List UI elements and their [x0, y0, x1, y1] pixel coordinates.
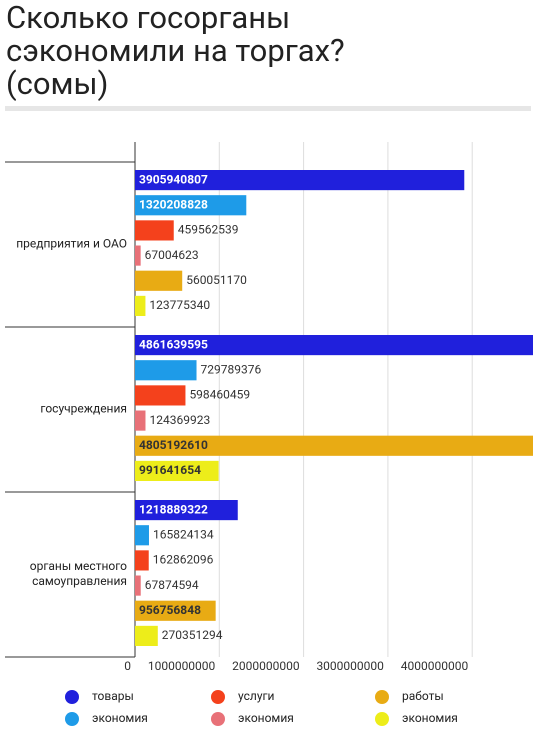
bar	[135, 460, 219, 481]
title-separator	[5, 106, 531, 111]
data-label: 3905940807	[139, 172, 208, 186]
bar	[135, 170, 465, 191]
legend-marker	[375, 690, 389, 704]
y-tick-label: госучреждения	[40, 402, 127, 416]
data-label: 598460459	[189, 388, 250, 402]
bar	[135, 335, 533, 356]
y-tick-label: самоуправления	[32, 574, 127, 588]
x-tick-label: 1000000000	[148, 659, 216, 673]
bar	[135, 525, 149, 546]
data-label: 956756848	[139, 603, 201, 617]
bar	[135, 360, 197, 381]
data-label: 4805192610	[139, 438, 208, 452]
data-label: 991641654	[139, 463, 201, 477]
legend-label: экономия	[92, 711, 148, 725]
legend-marker	[65, 690, 79, 704]
data-label: 4861639595	[139, 337, 208, 351]
x-tick-label: 3000000000	[316, 659, 384, 673]
bar	[135, 500, 238, 521]
x-tick-label: 4000000000	[401, 659, 469, 673]
bar	[135, 245, 141, 266]
data-label: 165824134	[153, 527, 214, 541]
data-label: 67874594	[145, 578, 199, 592]
data-label: 729789376	[201, 362, 262, 376]
bar	[135, 270, 183, 291]
bar	[135, 575, 141, 596]
data-label: 67004623	[145, 248, 199, 262]
bar	[135, 195, 247, 216]
legend-label: работы	[402, 689, 444, 703]
y-tick-label: предприятия и ОАО	[16, 237, 127, 251]
data-label: 124369923	[149, 413, 210, 427]
chart-title: (сомы)	[6, 65, 108, 102]
bar	[135, 625, 158, 646]
chart-title: сэкономили на торгах?	[6, 32, 345, 69]
data-label: 270351294	[162, 628, 223, 642]
legend-label: услуги	[238, 689, 275, 703]
x-tick-label: 2000000000	[232, 659, 300, 673]
legend-marker	[375, 712, 389, 726]
bar	[135, 295, 146, 316]
bar	[135, 220, 174, 241]
data-label: 560051170	[186, 273, 247, 287]
bar	[135, 385, 186, 406]
legend-label: товары	[92, 689, 134, 703]
x-tick-label: 0	[124, 659, 131, 673]
legend-marker	[211, 690, 225, 704]
legend-label: экономия	[402, 711, 458, 725]
data-label: 123775340	[149, 298, 210, 312]
data-label: 1218889322	[139, 502, 208, 516]
data-label: 1320208828	[139, 197, 208, 211]
data-label: 162862096	[153, 553, 214, 567]
legend-label: экономия	[238, 711, 294, 725]
legend-marker	[211, 712, 225, 726]
bar	[135, 410, 146, 431]
bar	[135, 550, 149, 571]
chart-title: Сколько госорганы	[6, 0, 290, 36]
data-label: 459562539	[178, 223, 239, 237]
bar	[135, 435, 533, 456]
y-tick-label: органы местного	[30, 559, 127, 573]
legend-marker	[65, 712, 79, 726]
bar	[135, 600, 216, 621]
